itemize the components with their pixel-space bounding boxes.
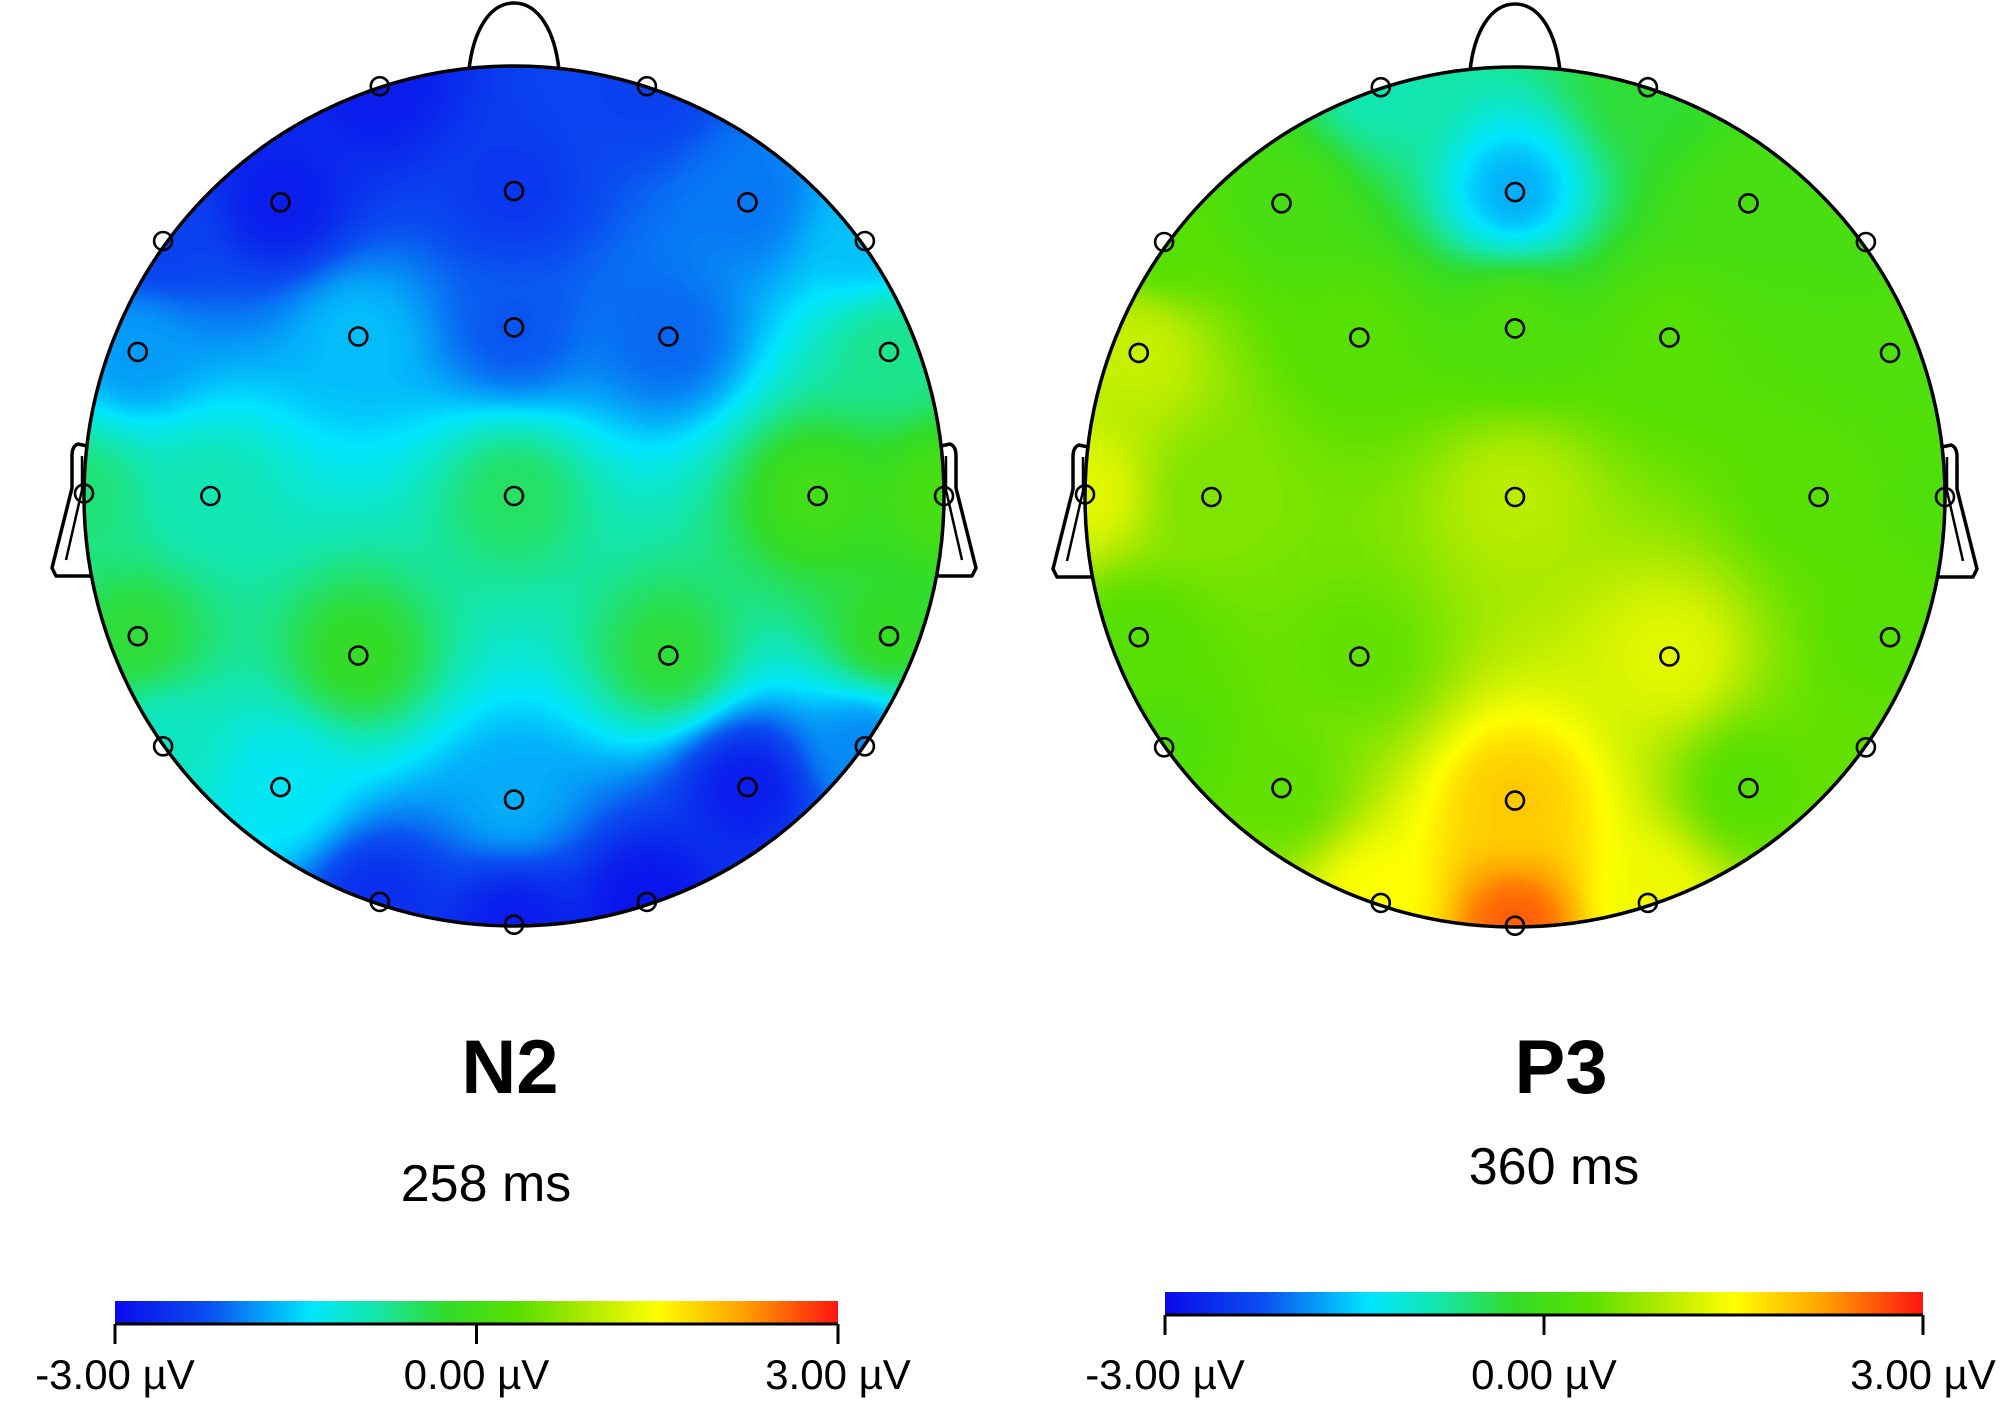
- left-ear-inner-line: [64, 456, 84, 561]
- colorbar-gradient-p3: [1165, 1292, 1923, 1314]
- latency-label: 258 ms: [400, 1155, 572, 1213]
- right-ear-inner-line: [1945, 457, 1965, 562]
- electrode-marker: [1370, 76, 1392, 98]
- head-n2: [50, 1, 978, 936]
- left-ear-outline: [1051, 443, 1091, 579]
- electrode-marker: [1349, 646, 1370, 667]
- colorbar-tick-label: -3.00 µV: [35, 1351, 195, 1398]
- nose-outline: [1468, 2, 1562, 72]
- electrode-marker: [636, 75, 658, 97]
- electrode-marker: [1659, 327, 1680, 348]
- right-ear-inner-line: [944, 456, 964, 561]
- colorbar-tick-label: 0.00 µV: [1471, 1351, 1617, 1398]
- electrode-marker: [1349, 327, 1370, 348]
- colorbar-tick-label: 3.00 µV: [1850, 1351, 1996, 1398]
- colorbar-axis-n2: [113, 1322, 840, 1344]
- electrode-marker: [878, 625, 900, 647]
- electrode-marker: [737, 192, 758, 213]
- scalp-voltage-map-n2: [84, 66, 944, 926]
- panel-title: P3: [1514, 1025, 1608, 1110]
- electrode-marker: [503, 914, 525, 936]
- head-outline: [1083, 65, 1947, 929]
- electrode-marker: [1074, 484, 1096, 505]
- electrode-marker: [1128, 342, 1150, 364]
- electrode-marker: [1879, 342, 1901, 364]
- electrode-marker: [347, 326, 369, 347]
- electrode-marker: [854, 735, 876, 757]
- colorbar-tick-label: 3.00 µV: [765, 1351, 911, 1398]
- electrode-group-n2: [73, 75, 955, 936]
- left-ear-inner-line: [1065, 457, 1085, 562]
- electrode-marker: [200, 485, 221, 507]
- electrode-group-p3: [1074, 76, 1956, 937]
- scalp-voltage-map-p3: [1085, 67, 1945, 927]
- electrode-marker: [658, 326, 679, 347]
- nose-outline: [467, 1, 561, 71]
- electrode-marker: [854, 230, 876, 252]
- electrode-marker: [1637, 892, 1659, 914]
- electrode-marker: [369, 75, 391, 97]
- latency-label: 360 ms: [1468, 1138, 1640, 1196]
- electrode-marker: [636, 891, 658, 913]
- electrode-marker: [503, 317, 525, 338]
- electrode-marker: [1504, 318, 1526, 339]
- electrode-marker: [127, 341, 149, 363]
- electrode-marker: [1153, 736, 1175, 758]
- electrode-marker: [807, 485, 828, 507]
- colorbar-gradient-n2: [115, 1301, 838, 1323]
- electrode-marker: [1153, 231, 1175, 253]
- electrode-marker: [152, 230, 174, 252]
- electrode-marker: [1504, 915, 1526, 937]
- electrode-marker: [503, 180, 525, 202]
- electrode-marker: [1370, 892, 1392, 914]
- panel-title: N2: [461, 1025, 559, 1110]
- electrode-marker: [127, 625, 149, 647]
- colorbar-axis-p3: [1163, 1313, 1925, 1335]
- electrode-marker: [1879, 626, 1901, 648]
- left-ear-outline: [50, 442, 90, 578]
- head-outline: [82, 64, 946, 928]
- electrode-marker: [933, 485, 955, 507]
- electrode-marker: [1855, 231, 1877, 253]
- electrode-marker: [1271, 777, 1292, 799]
- electrode-marker: [503, 789, 525, 810]
- electrode-marker: [1504, 181, 1526, 203]
- colorbar-tick-label: -3.00 µV: [1085, 1351, 1245, 1398]
- electrode-marker: [878, 341, 900, 363]
- electrode-marker: [1738, 193, 1759, 214]
- electrode-marker: [73, 483, 95, 504]
- electrode-marker: [1201, 486, 1222, 508]
- right-ear-outline: [1939, 443, 1979, 579]
- electrode-marker: [1271, 193, 1292, 214]
- electrode-marker: [270, 776, 291, 798]
- electrode-marker: [1659, 646, 1680, 667]
- electrode-marker: [1128, 626, 1150, 648]
- electrode-marker: [270, 192, 291, 213]
- electrode-marker: [369, 891, 391, 913]
- electrode-marker: [1637, 76, 1659, 98]
- head-p3: [1051, 2, 1979, 937]
- electrode-marker: [1504, 486, 1526, 508]
- electrode-marker: [1934, 486, 1956, 508]
- electrode-marker: [658, 645, 679, 666]
- electrode-marker: [1855, 736, 1877, 758]
- electrode-marker: [503, 485, 525, 507]
- right-ear-outline: [938, 442, 978, 578]
- electrode-marker: [152, 735, 174, 757]
- electrode-marker: [1504, 790, 1526, 811]
- electrode-marker: [1808, 486, 1829, 508]
- colorbar-tick-label: 0.00 µV: [403, 1351, 550, 1398]
- electrode-marker: [347, 645, 369, 666]
- electrode-marker: [737, 776, 758, 798]
- electrode-marker: [1738, 777, 1759, 799]
